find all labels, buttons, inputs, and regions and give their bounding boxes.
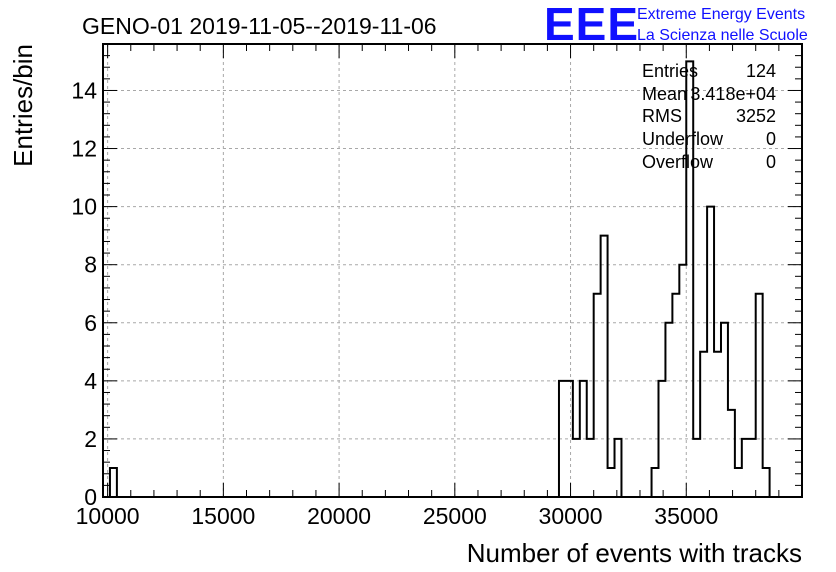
eee-logo: EEE Extreme Energy Events La Scienza nel…	[544, 0, 808, 50]
plot-frame	[102, 43, 803, 498]
y-tick-label: 2	[84, 426, 97, 452]
histogram-outline	[108, 60, 771, 498]
y-axis-title: Entries/bin	[8, 44, 38, 167]
y-tick-label: 10	[71, 194, 97, 220]
x-tick-label: 20000	[307, 503, 371, 529]
y-tick-label: 12	[71, 136, 97, 162]
stat-value-overflow: 0	[766, 152, 776, 172]
logo-line-2: La Scienza nelle Scuole	[637, 27, 808, 44]
stat-label-underflow: Underflow	[642, 129, 724, 149]
stat-label-overflow: Overflow	[642, 152, 714, 172]
y-tick-label: 6	[84, 310, 97, 336]
x-axis-title: Number of events with tracks	[467, 538, 802, 568]
y-tick-label: 0	[84, 484, 97, 510]
y-tick-label: 8	[84, 252, 97, 278]
y-tick-label: 14	[71, 77, 97, 103]
axis-ticks	[103, 44, 802, 498]
logo-line-1: Extreme Energy Events	[637, 6, 805, 23]
y-tick-label: 4	[84, 368, 97, 394]
x-tick-label: 35000	[654, 503, 718, 529]
chart-title: GENO-01 2019-11-05--2019-11-06	[82, 13, 437, 39]
x-tick-label: 15000	[191, 503, 255, 529]
x-tick-label: 10000	[76, 503, 140, 529]
logo-mark: EEE	[544, 0, 639, 50]
stat-label-entries: Entries	[642, 61, 698, 81]
stat-label-mean: Mean	[642, 84, 687, 104]
stat-value-mean: 3.418e+04	[690, 84, 776, 104]
stats-box: Entries 124 Mean 3.418e+04 RMS 3252 Unde…	[642, 61, 776, 172]
x-tick-label: 25000	[423, 503, 487, 529]
x-tick-labels: 10000 15000 20000 25000 30000 35000	[76, 503, 719, 529]
stat-value-entries: 124	[746, 61, 776, 81]
x-tick-label: 30000	[539, 503, 603, 529]
stat-value-rms: 3252	[736, 106, 776, 126]
stat-label-rms: RMS	[642, 106, 682, 126]
stat-value-underflow: 0	[766, 129, 776, 149]
y-tick-labels: 0 2 4 6 8 10 12 14	[71, 77, 97, 510]
